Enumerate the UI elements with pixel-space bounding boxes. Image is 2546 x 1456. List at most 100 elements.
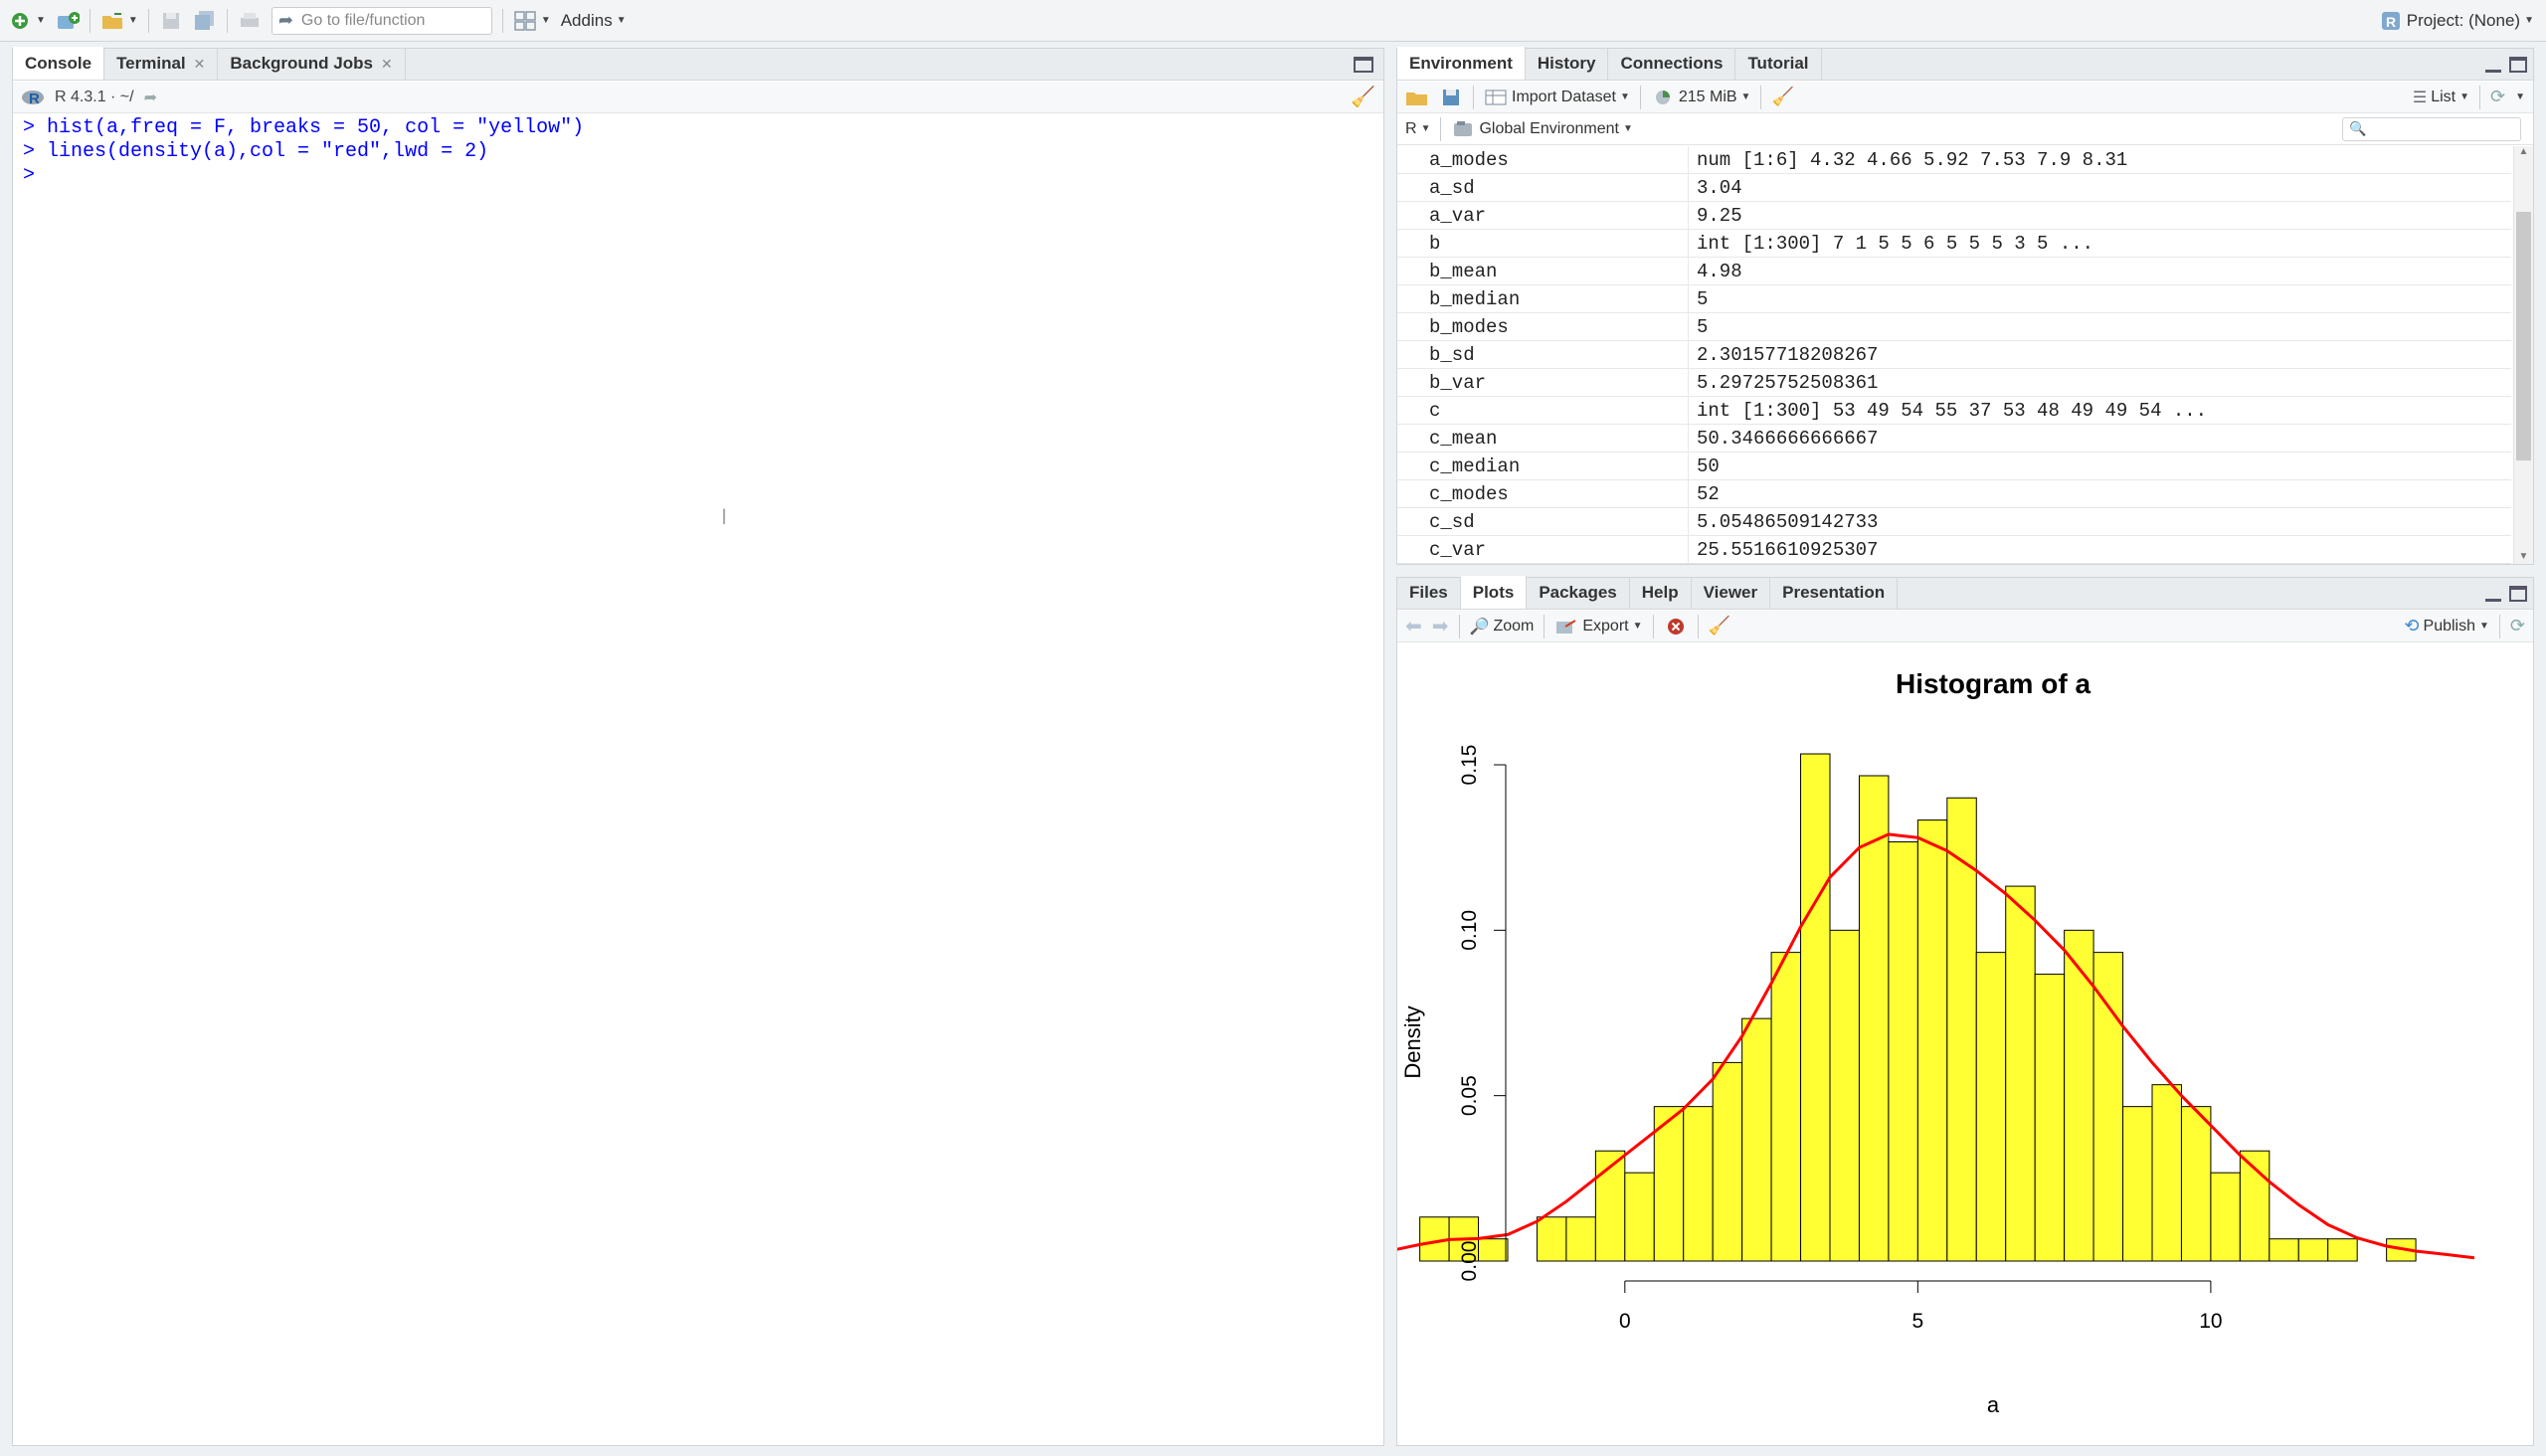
view-mode-button[interactable]: ☰ List ▼ xyxy=(2413,88,2469,107)
close-icon[interactable]: ✕ xyxy=(380,55,393,72)
x-tick-label: 0 xyxy=(1619,1310,1631,1333)
tab-viewer[interactable]: Viewer xyxy=(1692,577,1771,609)
tab-label: Plots xyxy=(1472,582,1515,602)
environment-row[interactable]: b_median 5 xyxy=(1397,285,2511,313)
addins-button[interactable]: Addins ▼ xyxy=(561,11,627,31)
x-tick-label: 5 xyxy=(1912,1310,1924,1333)
addins-label: Addins xyxy=(560,10,613,30)
environment-row[interactable]: b_var 5.29725752508361 xyxy=(1397,369,2511,397)
toolbar-separator xyxy=(1639,85,1641,109)
histogram-bar xyxy=(2269,1238,2299,1262)
variable-name: b_sd xyxy=(1397,341,1689,368)
load-workspace-icon[interactable] xyxy=(1405,86,1429,109)
goto-file-input[interactable]: ➦ Go to file/function xyxy=(271,6,492,35)
environment-scope-label: Global Environment xyxy=(1479,119,1619,137)
scroll-thumb[interactable] xyxy=(2516,212,2531,460)
go-to-directory-icon[interactable]: ➦ xyxy=(143,89,157,106)
environment-row[interactable]: a_var 9.25 xyxy=(1397,202,2511,230)
chevron-down-icon: ▼ xyxy=(1632,621,1643,632)
environment-row[interactable]: b_mean 4.98 xyxy=(1397,258,2511,285)
tab-help[interactable]: Help xyxy=(1630,577,1692,609)
clear-console-icon[interactable]: 🧹 xyxy=(1351,87,1375,108)
maximize-icon[interactable] xyxy=(2509,586,2527,602)
environment-row[interactable]: b_sd 2.30157718208267 xyxy=(1397,341,2511,369)
environment-scrollbar[interactable]: ▲ ▼ xyxy=(2513,146,2533,564)
open-file-button[interactable]: ▼ xyxy=(100,9,138,33)
close-icon[interactable]: ✕ xyxy=(193,55,206,72)
environment-row[interactable]: c int [1:300] 53 49 54 55 37 53 48 49 49 … xyxy=(1397,397,2511,425)
tab-console[interactable]: Console xyxy=(13,47,105,80)
environment-row[interactable]: c_sd 5.05486509142733 xyxy=(1397,508,2511,536)
toolbar-separator xyxy=(2498,614,2500,638)
environment-scope-select[interactable]: Global Environment ▼ xyxy=(1451,117,1633,141)
minimize-icon[interactable] xyxy=(2485,57,2501,73)
environment-row[interactable]: c_mean 50.3466666666667 xyxy=(1397,425,2511,453)
minimize-icon[interactable] xyxy=(2485,586,2501,602)
tab-presentation[interactable]: Presentation xyxy=(1770,577,1899,609)
import-dataset-button[interactable]: Import Dataset ▼ xyxy=(1484,86,1630,109)
pane-layout-button[interactable]: ▼ xyxy=(513,9,551,33)
print-icon[interactable] xyxy=(238,9,262,33)
tab-terminal[interactable]: Terminal ✕ xyxy=(104,48,219,80)
export-button[interactable]: Export ▼ xyxy=(1554,615,1643,638)
x-axis-label: a xyxy=(1987,1392,2000,1417)
memory-usage-button[interactable]: 215 MiB ▼ xyxy=(1651,86,1751,109)
tab-background-jobs[interactable]: Background Jobs ✕ xyxy=(218,48,406,80)
maximize-icon[interactable] xyxy=(2509,57,2527,73)
tab-connections[interactable]: Connections xyxy=(1608,48,1736,80)
clear-workspace-icon[interactable]: 🧹 xyxy=(1771,87,1794,106)
environment-row[interactable]: b_modes 5 xyxy=(1397,313,2511,341)
tab-plots[interactable]: Plots xyxy=(1460,576,1528,609)
back-arrow-icon[interactable]: ⬅ xyxy=(1405,616,1422,637)
scroll-up-icon[interactable]: ▲ xyxy=(2518,146,2529,157)
chevron-down-icon: ▼ xyxy=(1420,123,1431,134)
environment-row[interactable]: c_var 25.5516610925307 xyxy=(1397,536,2511,564)
scroll-down-icon[interactable]: ▼ xyxy=(2518,551,2529,562)
window-buttons xyxy=(2485,57,2527,73)
environment-row[interactable]: c_modes 52 xyxy=(1397,480,2511,508)
project-menu-button[interactable]: R Project: (None) ▼ xyxy=(2379,9,2534,33)
chevron-down-icon[interactable]: ▼ xyxy=(2515,91,2525,102)
variable-value: 5.29725752508361 xyxy=(1697,372,1879,394)
environment-row[interactable]: b int [1:300] 7 1 5 5 6 5 5 5 3 5 ... xyxy=(1397,230,2511,258)
variable-value: num [1:6] 4.32 4.66 5.92 7.53 7.9 8.31 xyxy=(1697,149,2128,171)
environment-row[interactable]: a_modes num [1:6] 4.32 4.66 5.92 7.53 7.9… xyxy=(1397,146,2511,174)
chevron-down-icon: ▼ xyxy=(1740,91,1751,102)
refresh-icon[interactable]: ⟳ xyxy=(2509,616,2525,636)
clear-plots-icon[interactable]: 🧹 xyxy=(1708,616,1730,636)
window-buttons xyxy=(2485,586,2527,602)
histogram-bar xyxy=(2005,885,2036,1262)
tab-tutorial[interactable]: Tutorial xyxy=(1735,48,1822,80)
tab-history[interactable]: History xyxy=(1526,48,1609,80)
environment-search-input[interactable]: 🔍 xyxy=(2342,116,2521,141)
console-line: > lines(density(a),col = "red",lwd = 2) xyxy=(23,140,489,163)
tab-label: Tutorial xyxy=(1747,54,1809,73)
save-icon[interactable] xyxy=(159,9,183,33)
restore-pane-icon[interactable] xyxy=(1354,57,1373,73)
language-select[interactable]: R ▼ xyxy=(1405,120,1430,138)
environment-scope-bar: R ▼ Global Environment ▼ 🔍 xyxy=(1397,113,2533,145)
new-project-button[interactable] xyxy=(56,9,80,33)
tab-environment[interactable]: Environment xyxy=(1397,47,1526,80)
environment-row[interactable]: a_sd 3.04 xyxy=(1397,174,2511,202)
variable-name: c xyxy=(1397,397,1689,424)
environment-row[interactable]: c_median 50 xyxy=(1397,453,2511,480)
histogram-bar xyxy=(2180,1106,2212,1262)
new-file-button[interactable]: ▼ xyxy=(8,9,46,33)
zoom-button[interactable]: 🔎 Zoom xyxy=(1470,617,1535,637)
histogram-bar xyxy=(1536,1216,1567,1262)
tab-files[interactable]: Files xyxy=(1397,577,1461,609)
save-all-icon[interactable] xyxy=(193,9,217,33)
project-label: Project: (None) xyxy=(2406,10,2521,30)
tab-label: Connections xyxy=(1620,54,1724,73)
tab-label: History xyxy=(1537,54,1596,73)
save-icon[interactable] xyxy=(1439,86,1463,109)
publish-button[interactable]: ⟲ Publish ▼ xyxy=(2404,616,2488,637)
forward-arrow-icon[interactable]: ➡ xyxy=(1431,616,1449,637)
chevron-down-icon: ▼ xyxy=(2524,15,2534,26)
remove-plot-icon[interactable] xyxy=(1664,615,1688,638)
tab-packages[interactable]: Packages xyxy=(1527,577,1630,609)
variable-name: a_sd xyxy=(1397,174,1689,201)
refresh-icon[interactable]: ⟳ xyxy=(2490,87,2506,106)
console-output[interactable]: > hist(a,freq = F, breaks = 50, col = "y… xyxy=(23,116,1373,1435)
